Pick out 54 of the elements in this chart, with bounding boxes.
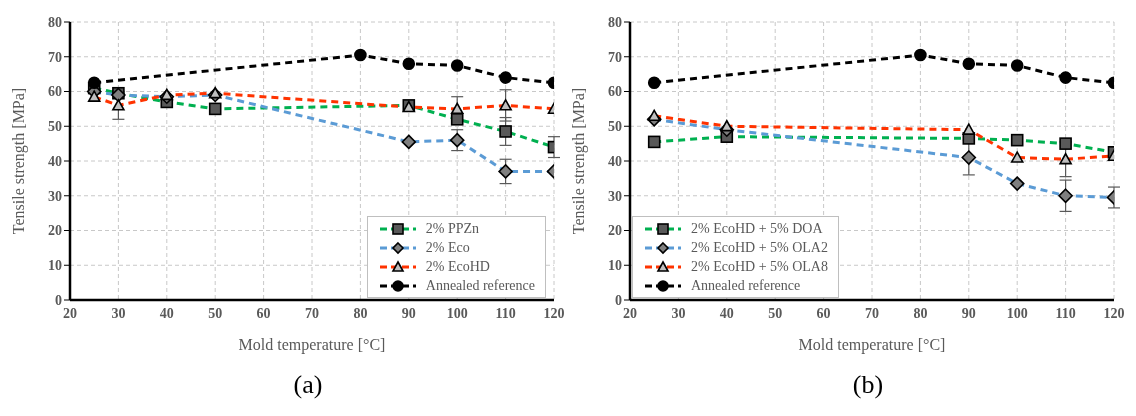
x-tick-label: 20 — [623, 305, 637, 321]
x-tick-label: 20 — [63, 305, 77, 321]
legend-label: 2% EcoHD + 5% OLA8 — [691, 258, 828, 275]
y-tick-label: 50 — [608, 119, 622, 135]
x-tick-label: 40 — [719, 305, 734, 321]
y-tick-label: 10 — [48, 258, 62, 274]
x-tick-label: 80 — [353, 305, 368, 321]
x-tick-label: 30 — [111, 305, 126, 321]
x-tick-label: 50 — [768, 305, 783, 321]
x-tick-label: 90 — [961, 305, 976, 321]
legend-label: Annealed reference — [691, 277, 801, 294]
x-tick-label: 60 — [816, 305, 831, 321]
legend-label: 2% EcoHD — [425, 258, 490, 275]
legend-label: 2% PPZn — [425, 220, 480, 237]
y-tick-label: 80 — [608, 14, 622, 30]
x-axis-title: Mold temperature [°C] — [238, 336, 386, 354]
x-tick-label: 100 — [446, 305, 468, 321]
text: (b) — [851, 370, 885, 400]
legend-label: Annealed reference — [425, 277, 535, 294]
x-tick-label: 70 — [865, 305, 879, 321]
y-tick-label: 20 — [48, 223, 62, 239]
y-tick-label: 20 — [608, 223, 622, 239]
y-tick-label: 40 — [48, 153, 62, 169]
text: (a) — [292, 370, 324, 400]
y-tick-label: 80 — [48, 14, 62, 30]
y-tick-label: 30 — [608, 188, 622, 204]
x-tick-label: 40 — [159, 305, 174, 321]
y-tick-label: 60 — [608, 84, 622, 100]
y-tick-label: 10 — [608, 258, 622, 274]
y-tick-label: 30 — [48, 188, 62, 204]
x-tick-label: 110 — [1055, 305, 1076, 321]
y-axis-title: Tensile strength [MPa] — [9, 87, 28, 235]
x-tick-label: 90 — [401, 305, 416, 321]
x-tick-label: 30 — [671, 305, 686, 321]
x-tick-label: 110 — [495, 305, 516, 321]
x-tick-label: 120 — [543, 305, 565, 321]
y-axis-title: Tensile strength [MPa] — [569, 87, 588, 235]
y-tick-label: 70 — [608, 49, 622, 65]
legend-label: 2% Eco — [425, 239, 470, 256]
x-tick-label: 50 — [208, 305, 223, 321]
y-tick-label: 50 — [48, 119, 62, 135]
y-tick-label: 0 — [615, 292, 622, 308]
y-tick-label: 40 — [608, 153, 622, 169]
legend-label: 2% EcoHD + 5% OLA2 — [691, 239, 828, 256]
legend-label: 2% EcoHD + 5% DOA — [691, 220, 823, 237]
y-tick-label: 70 — [48, 49, 62, 65]
y-tick-label: 0 — [55, 292, 62, 308]
y-tick-label: 60 — [48, 84, 62, 100]
x-tick-label: 70 — [305, 305, 319, 321]
x-tick-label: 60 — [256, 305, 271, 321]
x-tick-label: 120 — [1103, 305, 1125, 321]
x-tick-label: 80 — [913, 305, 928, 321]
x-axis-title: Mold temperature [°C] — [798, 336, 946, 354]
x-tick-label: 100 — [1006, 305, 1028, 321]
